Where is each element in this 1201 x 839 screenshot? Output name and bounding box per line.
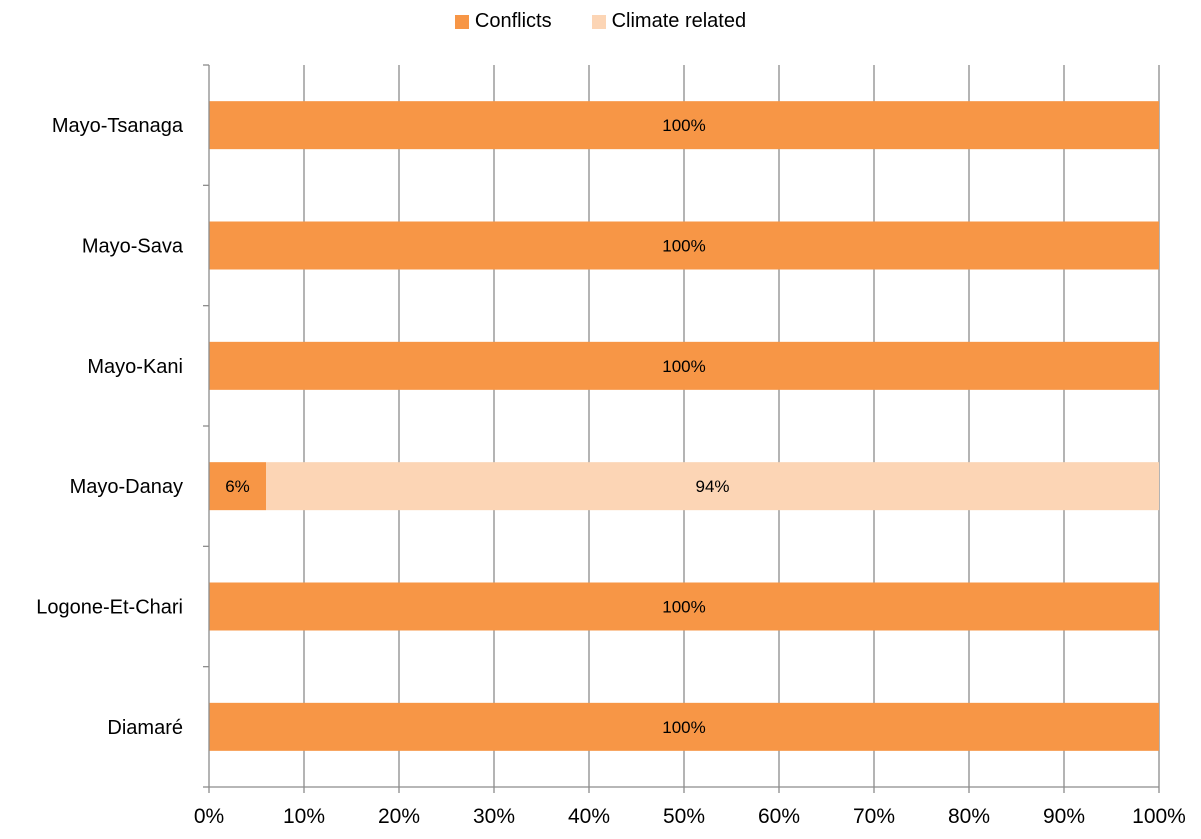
category-label-5: Diamaré — [107, 717, 183, 739]
axes — [203, 64, 1160, 793]
bars — [209, 101, 1159, 751]
data-label-0-2: 100% — [662, 357, 705, 376]
category-label-0: Mayo-Tsanaga — [52, 115, 184, 137]
x-tick-label-1: 10% — [283, 805, 325, 828]
category-label-2: Mayo-Kani — [87, 356, 183, 378]
category-label-4: Logone-Et-Chari — [36, 597, 183, 619]
x-tick-label-10: 100% — [1132, 805, 1186, 828]
data-label-0-4: 100% — [662, 598, 705, 617]
x-tick-label-3: 30% — [473, 805, 515, 828]
x-tick-label-5: 50% — [663, 805, 705, 828]
legend-item-conflicts: Conflicts — [454, 10, 552, 33]
legend: Conflicts Climate related — [0, 10, 1201, 33]
data-label-0-1: 100% — [662, 237, 705, 256]
legend-label-conflicts: Conflicts — [474, 10, 552, 32]
data-label-0-0: 100% — [662, 116, 705, 135]
legend-swatch-conflicts — [454, 14, 469, 29]
category-label-1: Mayo-Sava — [82, 236, 184, 258]
bar-0-2 — [209, 341, 1159, 390]
x-tick-label-9: 90% — [1043, 805, 1085, 828]
legend-item-climate-related: Climate related — [591, 10, 747, 33]
bar-0-3 — [209, 462, 266, 511]
x-tick-label-2: 20% — [378, 805, 420, 828]
x-tick-label-6: 60% — [758, 805, 800, 828]
legend-label-climate-related: Climate related — [611, 10, 747, 32]
bar-0-4 — [209, 582, 1159, 631]
legend-swatch-climate-related — [591, 14, 606, 29]
gridlines — [303, 65, 1160, 787]
bar-1-3 — [266, 462, 1159, 511]
category-label-3: Mayo-Danay — [70, 476, 183, 498]
x-tick-label-7: 70% — [853, 805, 895, 828]
bar-0-5 — [209, 702, 1159, 751]
data-label-0-5: 100% — [662, 718, 705, 737]
data-label-1-3: 94% — [695, 477, 729, 496]
bar-0-0 — [209, 101, 1159, 150]
x-tick-label-4: 40% — [568, 805, 610, 828]
bar-0-1 — [209, 221, 1159, 270]
labels: 0% 10% 20% 30% 40% 50% 60% 70% 80% 90% 100% Mayo-Ts… — [36, 115, 1186, 828]
x-tick-label-8: 80% — [948, 805, 990, 828]
data-label-0-3: 6% — [225, 477, 250, 496]
x-tick-label-0: 0% — [194, 805, 224, 828]
